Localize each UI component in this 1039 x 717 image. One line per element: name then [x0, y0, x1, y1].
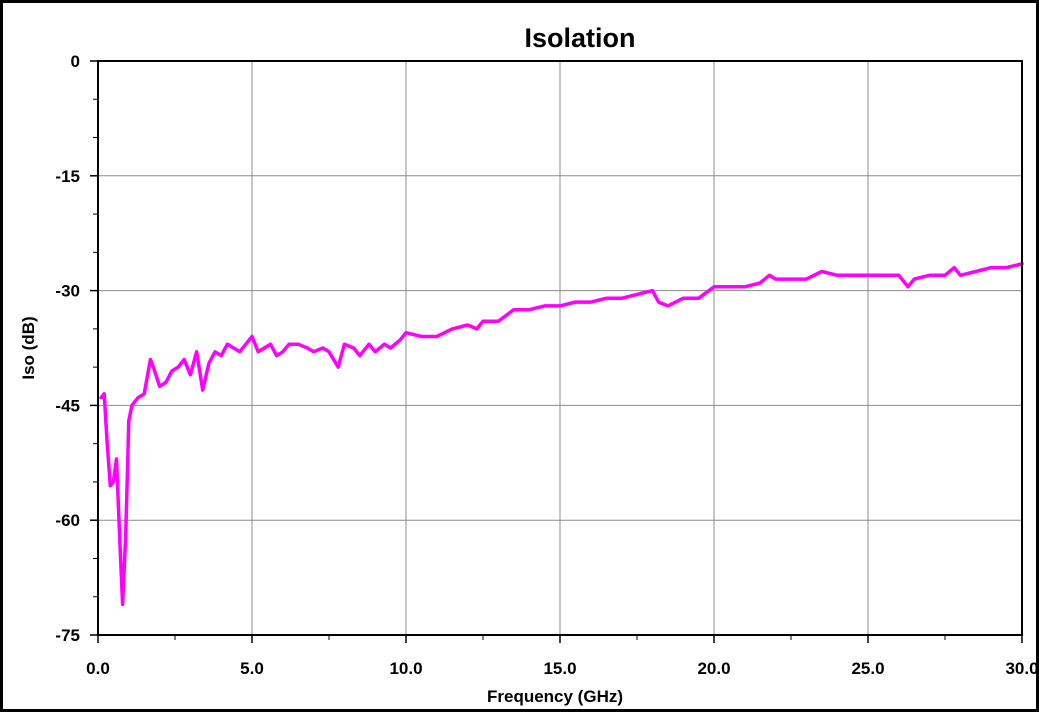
chart-title: Isolation	[524, 23, 635, 53]
grid-lines	[98, 61, 1022, 635]
y-axis-label: Iso (dB)	[19, 316, 38, 379]
y-tick-label: -60	[55, 511, 80, 530]
x-tick-label: 15.0	[543, 659, 576, 678]
tick-labels: 0.0 5.0 10.0 15.0 20.0 25.0 30.0 0 -15 -30 -45 -60 -…	[55, 52, 1038, 678]
x-tick-label: 20.0	[697, 659, 730, 678]
y-tick-label: -15	[55, 167, 80, 186]
series-layer	[99, 262, 1024, 607]
x-tick-label: 25.0	[851, 659, 884, 678]
x-tick-label: 5.0	[240, 659, 264, 678]
y-tick-label: -75	[55, 626, 80, 645]
tick-marks	[90, 60, 1023, 643]
series-line-isolation	[99, 262, 1024, 607]
x-tick-label: 30.0	[1005, 659, 1038, 678]
y-tick-label: -30	[55, 282, 80, 301]
x-tick-label: 0.0	[86, 659, 110, 678]
x-tick-label: 10.0	[389, 659, 422, 678]
y-tick-label: 0	[71, 52, 80, 71]
y-tick-label: -45	[55, 396, 80, 415]
x-axis-label: Frequency (GHz)	[487, 687, 623, 706]
